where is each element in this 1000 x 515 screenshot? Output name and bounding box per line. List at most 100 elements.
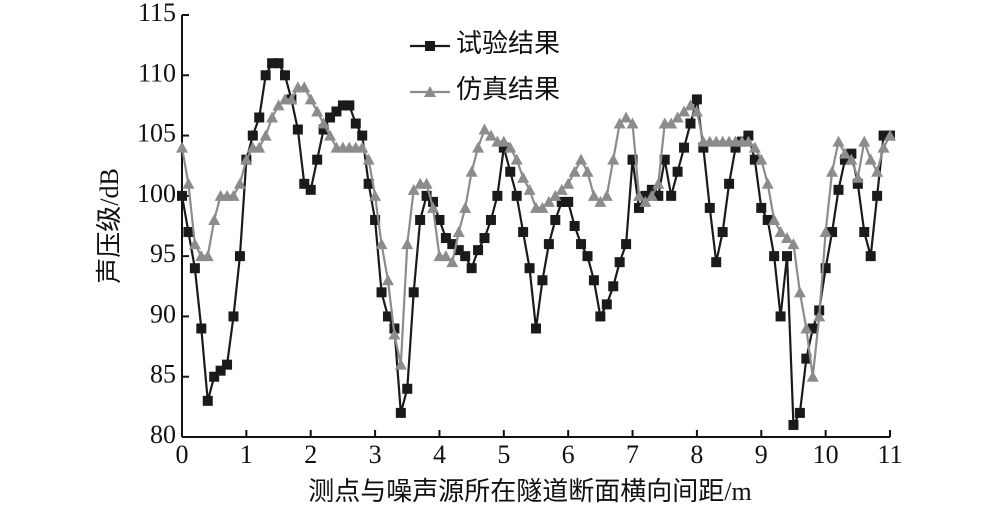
x-tick-label: 11: [877, 440, 902, 469]
data-point: [357, 130, 368, 141]
x-tick-label: 8: [690, 440, 703, 469]
y-axis-label: 声压级/dB: [95, 168, 124, 284]
data-point: [240, 153, 253, 165]
data-point: [325, 112, 336, 123]
data-point: [568, 165, 581, 177]
data-point: [401, 238, 414, 250]
data-point: [266, 111, 279, 123]
x-tick-label: 4: [433, 440, 446, 469]
data-point: [852, 178, 863, 189]
data-point: [627, 154, 638, 165]
data-point: [421, 190, 432, 201]
data-point: [549, 189, 562, 201]
data-point: [621, 239, 632, 250]
data-point: [691, 94, 702, 105]
data-point: [671, 111, 684, 123]
data-point: [376, 287, 387, 298]
data-point: [517, 171, 530, 183]
data-point: [331, 106, 342, 117]
legend-label: 试验结果: [456, 29, 560, 58]
data-point: [819, 226, 832, 238]
data-point: [460, 251, 471, 262]
data-point: [730, 142, 741, 153]
data-point: [575, 153, 588, 165]
data-point: [465, 165, 478, 177]
data-point: [215, 365, 226, 376]
data-point: [608, 281, 619, 292]
data-point: [388, 328, 401, 340]
data-point: [233, 177, 246, 189]
data-point: [318, 124, 329, 135]
data-point: [253, 141, 266, 153]
data-point: [370, 214, 381, 225]
data-point: [640, 190, 651, 201]
data-point: [806, 370, 819, 382]
data-point: [434, 214, 445, 225]
y-tick-label: 100: [137, 179, 176, 208]
data-point: [794, 407, 805, 418]
data-point: [652, 177, 665, 189]
data-point: [362, 153, 375, 165]
data-point: [588, 275, 599, 286]
data-point: [845, 153, 858, 165]
y-tick-label: 105: [137, 119, 176, 148]
data-point: [666, 190, 677, 201]
data-point: [761, 177, 774, 189]
data-point: [440, 233, 451, 244]
data-point: [356, 141, 369, 153]
data-point: [801, 353, 812, 364]
data-point: [504, 141, 517, 153]
data-point: [375, 238, 388, 250]
data-point: [492, 190, 503, 201]
y-tick-label: 80: [150, 420, 176, 449]
data-point: [439, 250, 452, 262]
data-point: [279, 70, 290, 81]
data-point: [497, 135, 510, 147]
data-point: [600, 189, 613, 201]
data-point: [382, 311, 393, 322]
y-tick-label: 110: [138, 58, 176, 87]
data-point: [826, 165, 839, 177]
data-point: [234, 251, 245, 262]
data-point: [337, 100, 348, 111]
data-point: [632, 189, 645, 201]
data-point: [832, 135, 845, 147]
data-point: [395, 407, 406, 418]
data-point: [562, 177, 575, 189]
data-point: [259, 129, 272, 141]
data-point: [717, 227, 728, 238]
data-point: [524, 263, 535, 274]
data-point: [800, 322, 813, 334]
data-point: [743, 130, 754, 141]
data-point: [607, 153, 620, 165]
data-point: [846, 148, 857, 159]
data-point: [479, 233, 490, 244]
data-point: [858, 135, 871, 147]
data-point: [872, 190, 883, 201]
data-point: [782, 251, 793, 262]
data-point: [827, 227, 838, 238]
data-point: [182, 177, 195, 189]
data-point: [576, 239, 587, 250]
data-point: [260, 70, 271, 81]
data-point: [324, 129, 337, 141]
data-point: [748, 141, 761, 153]
data-point: [613, 117, 626, 129]
data-point: [787, 238, 800, 250]
x-tick-label: 5: [497, 440, 510, 469]
data-point: [756, 202, 767, 213]
y-tick-label: 115: [138, 0, 176, 27]
data-point: [550, 214, 561, 225]
x-axis-label: 测点与噪声源所在隧道断面横向间距/m: [308, 477, 751, 506]
data-point: [769, 251, 780, 262]
data-point: [742, 135, 755, 147]
data-point: [415, 214, 426, 225]
data-point: [369, 189, 382, 201]
data-point: [793, 286, 806, 298]
data-point: [542, 195, 555, 207]
data-point: [305, 184, 316, 195]
data-point: [428, 196, 439, 207]
data-point: [272, 99, 285, 111]
data-point: [518, 227, 529, 238]
data-point: [228, 311, 239, 322]
